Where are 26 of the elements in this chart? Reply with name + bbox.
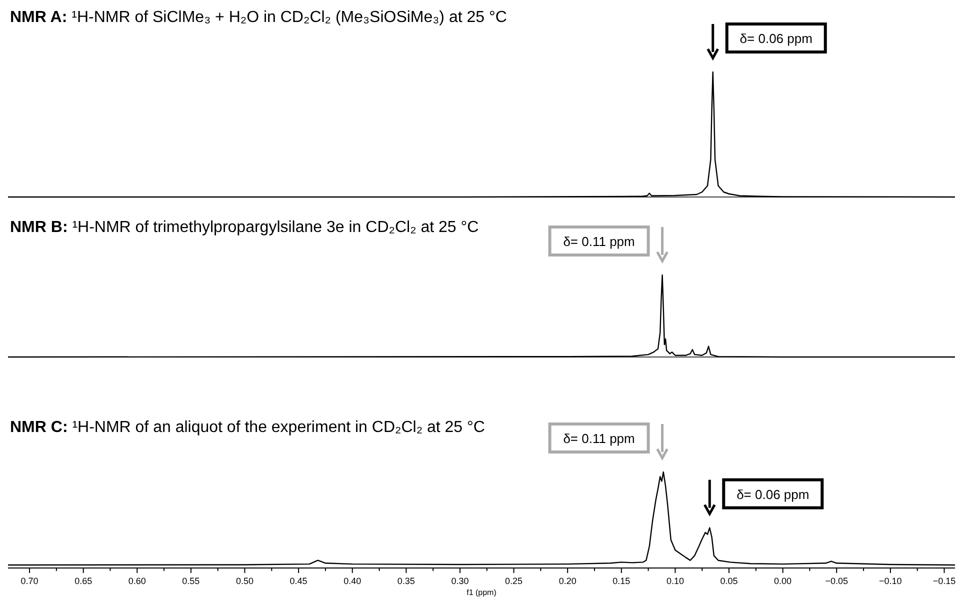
x-tick-label: 0.60 — [128, 576, 146, 586]
x-tick-label: 0.70 — [20, 576, 38, 586]
annotation: δ= 0.11 ppm — [563, 431, 635, 446]
annotation: δ= 0.11 ppm — [563, 234, 635, 249]
x-axis-title: f1 (ppm) — [466, 588, 497, 597]
x-tick-label: 0.20 — [558, 576, 576, 586]
x-tick-label: 0.55 — [182, 576, 200, 586]
x-tick-label: 0.15 — [612, 576, 630, 586]
x-tick-label: 0.50 — [236, 576, 254, 586]
chart-title: NMR C: ¹H-NMR of an aliquot of the experiment in CD₂Cl₂ at 25 °C — [10, 419, 485, 436]
x-tick-label: 0.30 — [451, 576, 469, 586]
x-tick-label: 0.35 — [397, 576, 415, 586]
x-tick-label: 0.05 — [720, 576, 738, 586]
chart-title: NMR A: ¹H-NMR of SiClMe₃ + H₂O in CD₂Cl₂ (Me₃SiOSiMe₃) at 25 °C — [10, 9, 507, 26]
x-tick-label: −0.15 — [932, 576, 956, 586]
x-tick-label: 0.65 — [74, 576, 92, 586]
x-tick-label: 0.25 — [505, 576, 523, 586]
x-tick-label: 0.45 — [290, 576, 308, 586]
x-tick-label: −0.10 — [879, 576, 902, 586]
x-tick-label: 0.10 — [666, 576, 684, 586]
x-tick-label: 0.40 — [344, 576, 362, 586]
x-tick-label: 0.00 — [774, 576, 792, 586]
x-tick-label: −0.05 — [825, 576, 848, 586]
annotation: δ= 0.06 ppm — [740, 31, 812, 46]
annotation: δ= 0.06 ppm — [736, 486, 810, 502]
chart-title: NMR B: ¹H-NMR of trimethylpropargylsilane 3e in CD₂Cl₂ at 25 °C — [10, 219, 479, 236]
